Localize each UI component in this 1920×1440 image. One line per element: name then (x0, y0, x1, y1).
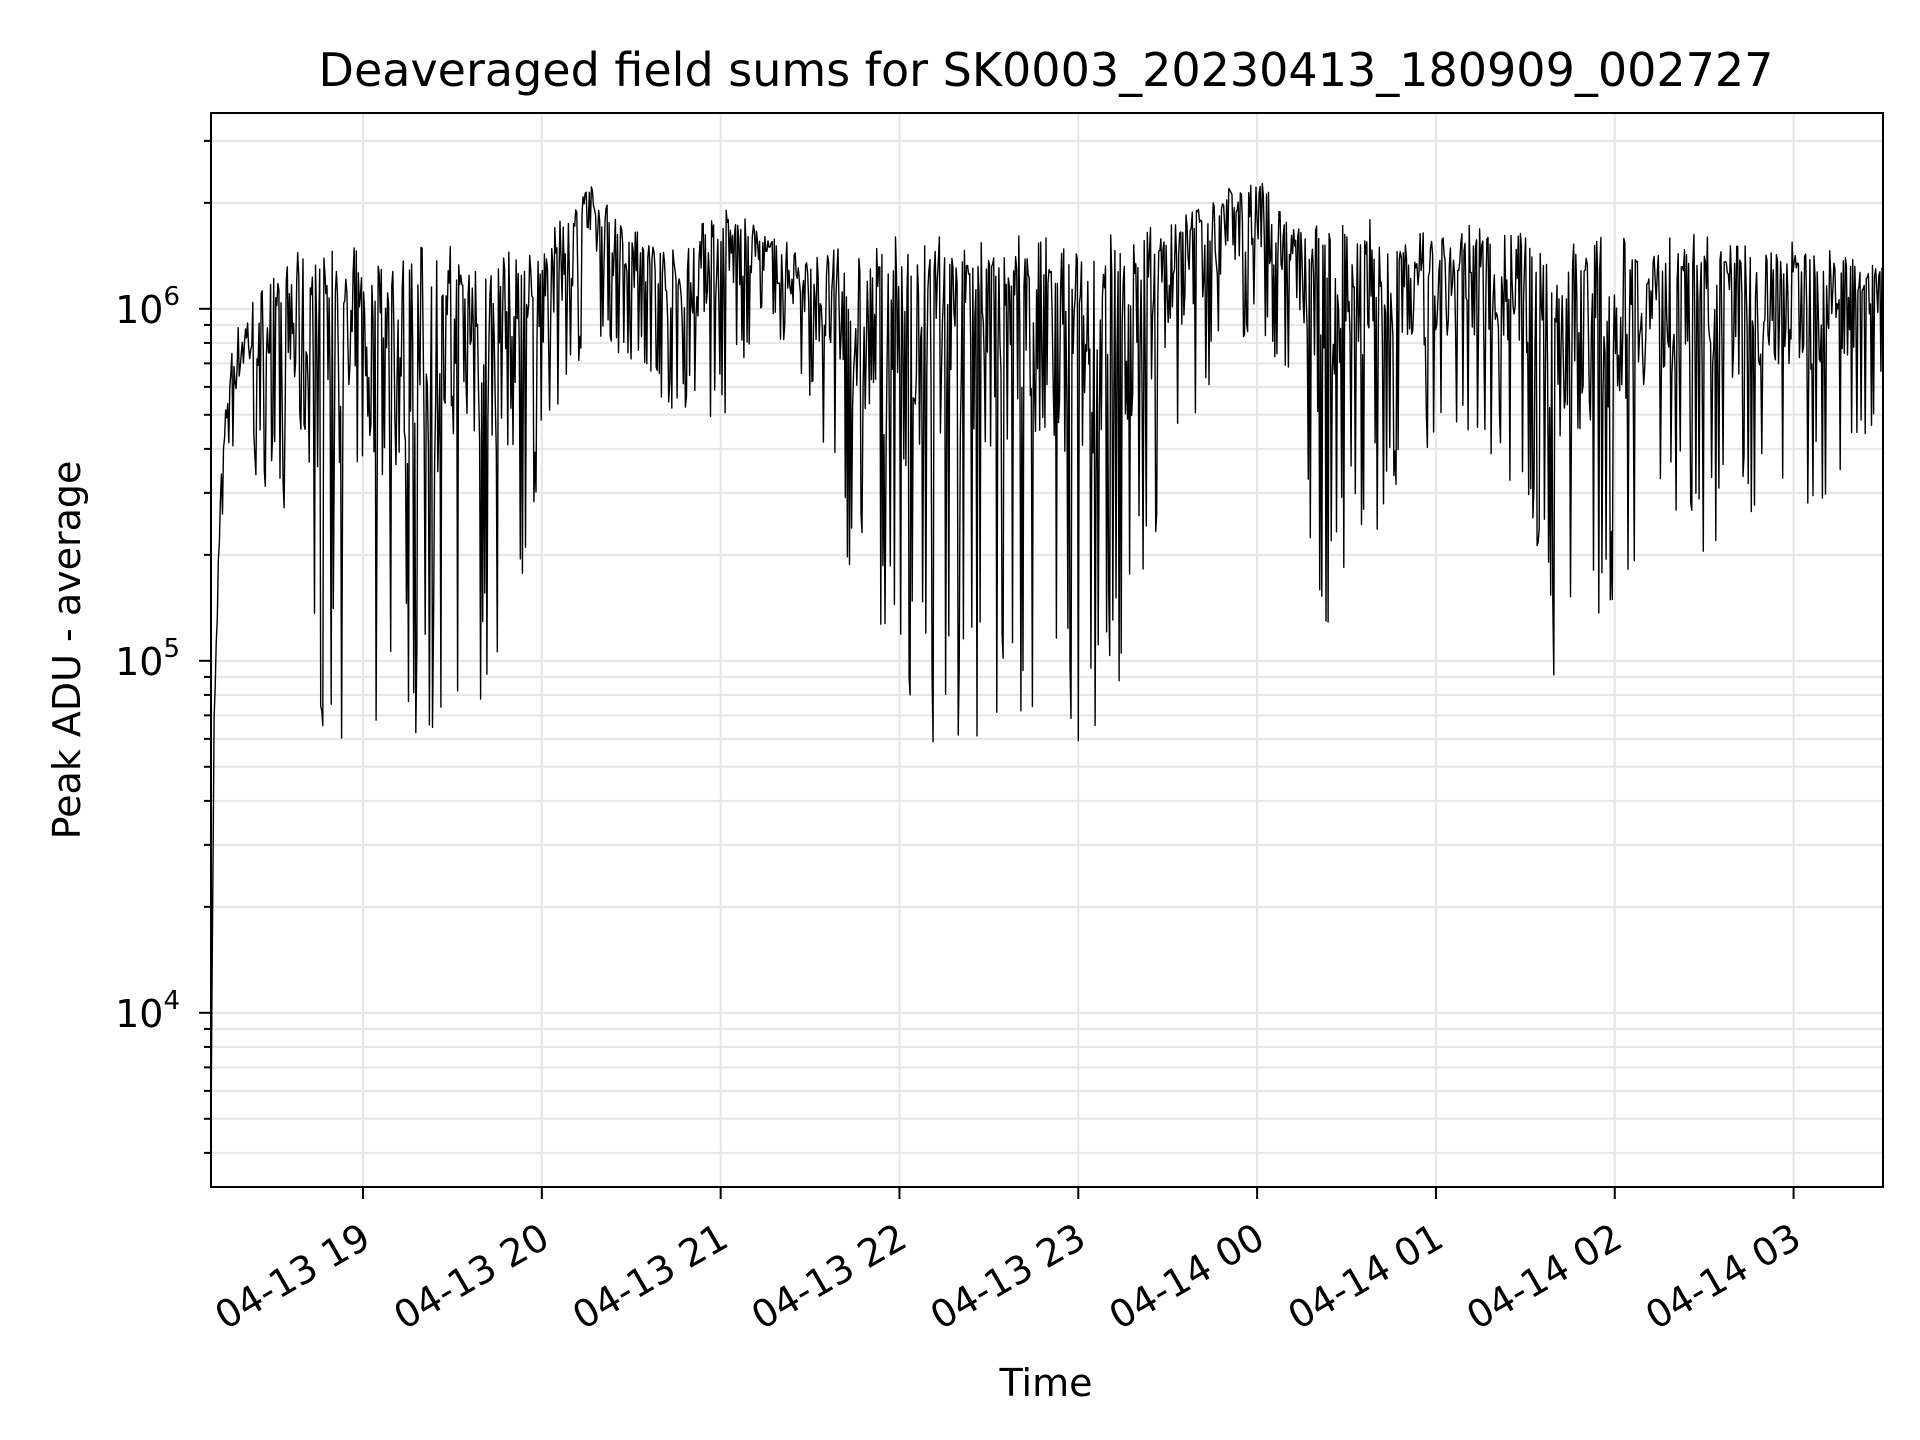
chart-title: Deaveraged field sums for SK0003_2023041… (319, 43, 1774, 97)
plot-frame (210, 112, 1884, 1188)
y-tick-label: 106 (115, 282, 180, 332)
series-line (210, 182, 1884, 1135)
series-group (210, 182, 1884, 1135)
x-axis-label: Time (999, 1361, 1093, 1405)
y-tick-label: 104 (115, 986, 180, 1036)
y-axis-label: Peak ADU - average (45, 461, 89, 840)
y-tick-label: 105 (115, 634, 180, 684)
